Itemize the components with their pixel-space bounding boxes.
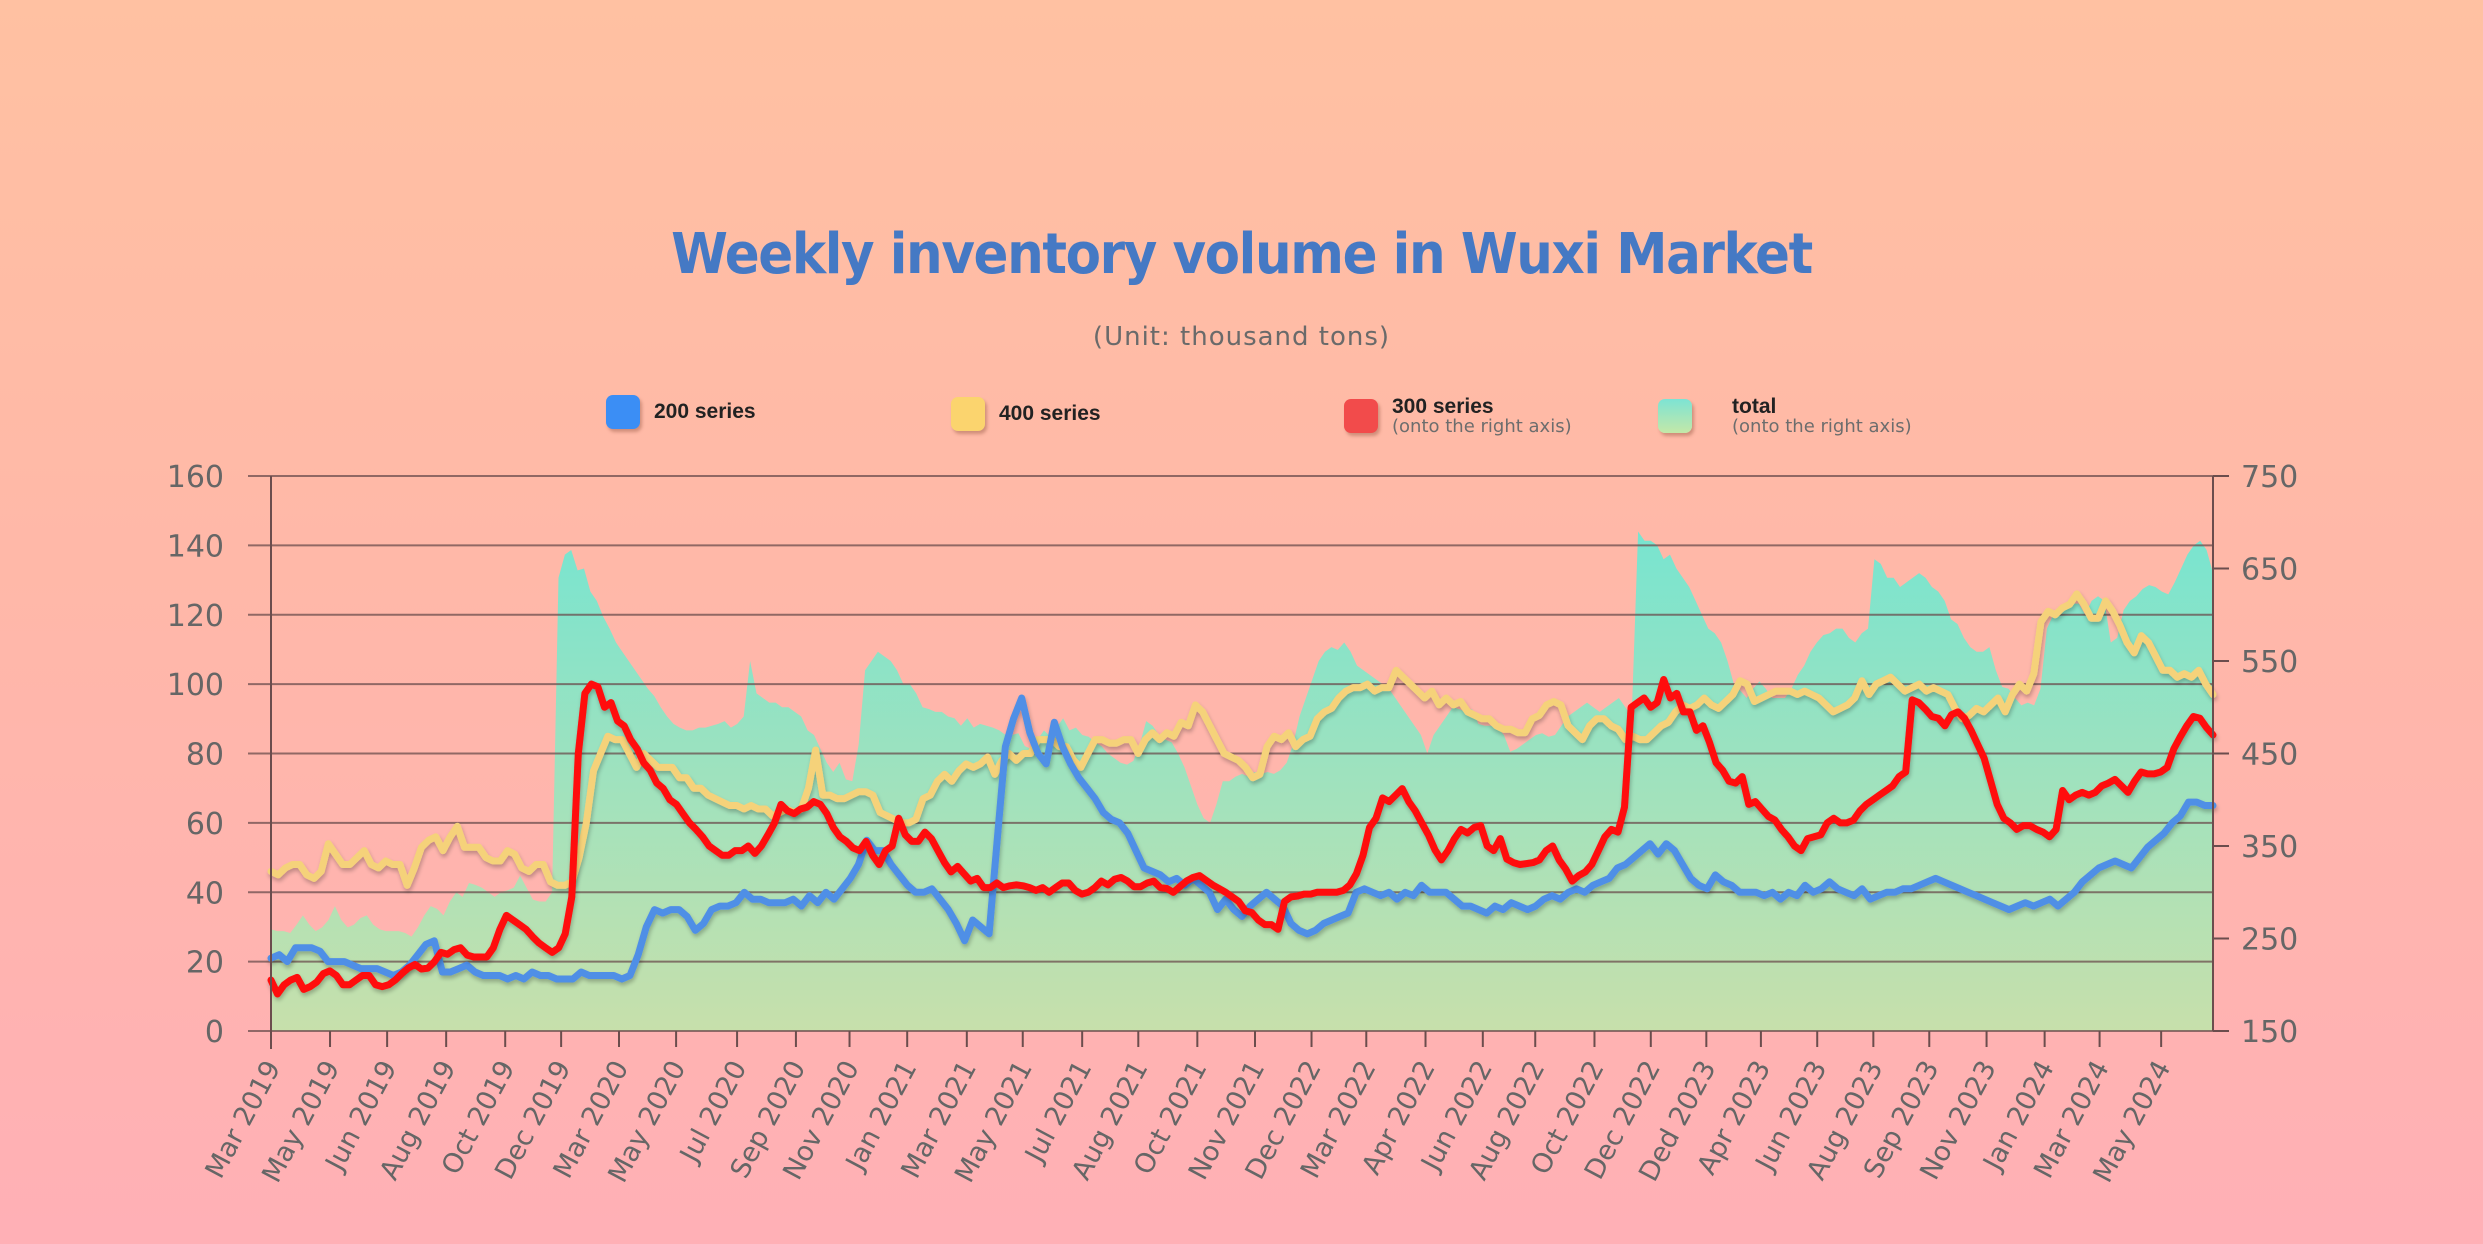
chart-subtitle: (Unit: thousand tons) bbox=[1092, 322, 1391, 352]
y-right-tick-label: 650 bbox=[2241, 553, 2298, 588]
legend-item-300-series[interactable]: 300 series (onto the right axis) bbox=[1344, 395, 1572, 438]
legend-label: total bbox=[1732, 395, 1777, 418]
y-right-tick-label: 350 bbox=[2241, 830, 2298, 865]
legend-sublabel: (onto the right axis) bbox=[1392, 416, 1572, 438]
legend-item-400-series[interactable]: 400 series bbox=[951, 397, 1101, 431]
area-total bbox=[271, 531, 2213, 1031]
legend-label: 300 series bbox=[1392, 395, 1494, 418]
y-right-tick-label: 450 bbox=[2241, 738, 2298, 773]
legend-swatch-total bbox=[1658, 399, 1692, 434]
line-200-series bbox=[267, 694, 2217, 983]
legend-label: 200 series bbox=[654, 399, 756, 423]
legend-label: 400 series bbox=[999, 401, 1101, 425]
legend-item-total[interactable]: total (onto the right axis) bbox=[1658, 395, 1912, 438]
y-left-tick-label: 20 bbox=[186, 946, 224, 981]
y-left-tick-label: 120 bbox=[167, 599, 224, 634]
y-right-tick-label: 250 bbox=[2241, 923, 2298, 958]
y-right-tick-label: 550 bbox=[2241, 645, 2298, 680]
line-300-series bbox=[267, 676, 2217, 998]
chart-title: Weekly inventory volume in Wuxi Market bbox=[671, 222, 1813, 287]
legend-swatch-400-series bbox=[951, 397, 985, 431]
y-left-tick-label: 160 bbox=[167, 460, 224, 495]
y-left-tick-label: 140 bbox=[167, 529, 224, 564]
legend-item-200-series[interactable]: 200 series bbox=[606, 395, 756, 429]
y-left-tick-label: 100 bbox=[167, 668, 224, 703]
y-left-tick-label: 60 bbox=[186, 807, 224, 842]
y-left-tick-label: 40 bbox=[186, 876, 224, 911]
legend-sublabel: (onto the right axis) bbox=[1732, 416, 1912, 438]
legend-swatch-300-series bbox=[1344, 399, 1378, 434]
series-lines bbox=[267, 590, 2217, 998]
legend-swatch-200-series bbox=[606, 395, 640, 429]
total-area-layer bbox=[271, 531, 2213, 1031]
y-left-tick-label: 80 bbox=[186, 738, 224, 773]
line-400-series bbox=[267, 590, 2217, 889]
y-right-tick-label: 750 bbox=[2241, 460, 2298, 495]
y-left-tick-label: 0 bbox=[205, 1015, 224, 1050]
y-right-tick-label: 150 bbox=[2241, 1015, 2298, 1050]
